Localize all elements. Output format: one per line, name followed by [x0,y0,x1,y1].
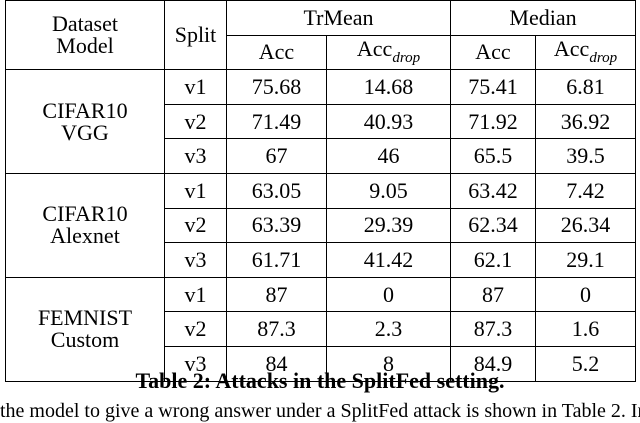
split-cell: v3 [164,138,227,174]
cell: 8 [326,346,451,382]
cell: 14.68 [326,69,451,105]
median-header: Median [449,0,637,36]
cell: 87.3 [226,311,327,347]
trmean-header: TrMean [226,0,451,36]
cell: 65.5 [450,138,536,174]
cell: 71.49 [226,104,327,140]
cell: 1.6 [534,311,637,347]
cell: 71.92 [450,104,536,140]
split-cell: v1 [164,172,227,209]
table-row: v3 84 8 84.9 5.2 [6,346,637,382]
table-row: CIFAR10 VGG v1 75.68 14.68 75.41 6.81 [5,69,637,174]
cell: 63.39 [226,208,327,244]
cell: 29.39 [326,208,451,244]
cell: 62.34 [450,208,536,244]
split-cell: v1 [164,69,227,105]
table-caption: Table 2: Attacks in the SplitFed setting… [135,368,505,393]
cell: 39.5 [534,138,637,174]
body-text-fragment: the model to give a wrong answer under a… [0,400,640,422]
cell: 84 [226,346,327,382]
table-row: CIFAR10 Alexnet v1 63.05 9.05 63.42 7.42 [5,172,637,278]
split-cell: v1 [164,276,227,313]
table-row: v2 71.49 40.93 71.92 36.92 [6,104,637,140]
cell: 7.42 [534,172,637,209]
split-cell: v3 [164,242,227,278]
cell: 9.05 [326,172,451,209]
dataset-model-header: Dataset Model [5,0,165,70]
split-cell: v2 [164,311,227,347]
group-label: FEMNIST Custom [5,276,165,382]
cell: 5.2 [534,346,637,382]
cell: 75.41 [450,69,536,105]
table-row: v3 61.71 41.42 62.1 29.1 [6,242,637,278]
cell: 75.68 [226,69,327,105]
cell: 26.34 [534,208,637,244]
table-row: v2 87.3 2.3 87.3 1.6 [6,311,637,347]
cell: 63.05 [226,172,327,209]
group-label: CIFAR10 Alexnet [5,172,165,278]
cell: 0 [326,276,451,313]
cell: 63.42 [450,172,536,209]
cell: 87 [226,276,327,313]
cell: 6.81 [534,69,637,105]
cell: 62.1 [450,242,536,278]
table-row: FEMNIST Custom v1 87 0 87 0 [5,276,637,382]
cell: 61.71 [226,242,327,278]
cell: 84.9 [450,346,536,382]
header-row-2: Acc Accdrop Acc Accdrop [6,35,637,70]
median-acc-header: Acc [450,35,536,70]
cell: 46 [326,138,451,174]
split-header: Split [164,0,227,70]
median-accdrop-header: Accdrop [534,35,637,70]
cell: 29.1 [534,242,637,278]
trmean-acc-header: Acc [226,35,327,70]
group-label: CIFAR10 VGG [5,69,165,174]
results-table: Dataset Model Split TrMean Median Acc Acc… [5,0,637,382]
cell: 67 [226,138,327,174]
cell: 40.93 [326,104,451,140]
cell: 2.3 [326,311,451,347]
split-cell: v2 [164,104,227,140]
cell: 0 [534,276,637,313]
cell: 87 [450,276,536,313]
trmean-accdrop-header: Accdrop [326,35,451,70]
header-row-1: Dataset Model Split TrMean Median [5,0,637,70]
split-cell: v3 [164,346,227,382]
cell: 87.3 [450,311,536,347]
table-row: v2 63.39 29.39 62.34 26.34 [6,208,637,244]
cell: 36.92 [534,104,637,140]
cell: 41.42 [326,242,451,278]
split-cell: v2 [164,208,227,244]
table-row: v3 67 46 65.5 39.5 [6,138,637,174]
